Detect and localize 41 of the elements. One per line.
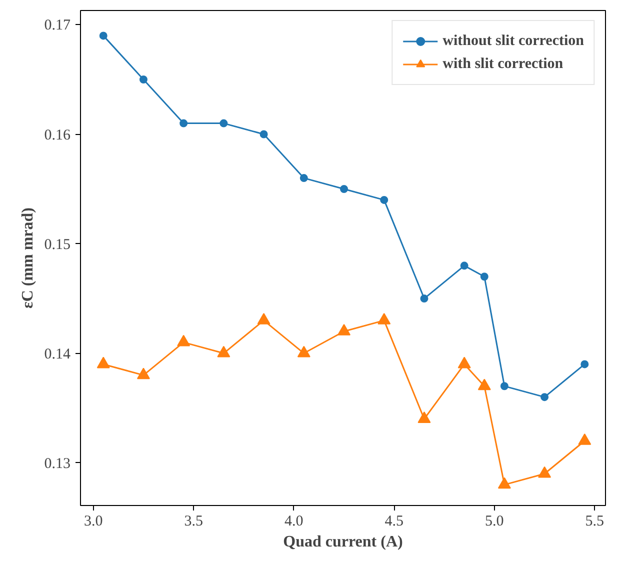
point [139, 76, 148, 84]
y-tick-label: 0.17 [44, 18, 71, 34]
point [378, 312, 391, 324]
point [380, 196, 388, 204]
point [257, 312, 270, 324]
point [478, 378, 491, 390]
point [580, 360, 589, 368]
point [338, 324, 351, 336]
y-tick-label: 0.15 [44, 236, 70, 253]
point [136, 368, 150, 380]
point [180, 119, 188, 128]
point [340, 185, 348, 193]
point [420, 294, 428, 303]
point [260, 130, 268, 138]
point [99, 32, 108, 40]
y-axis-title: εC (mm mrad) [19, 207, 36, 309]
x-tick-label: 4.5 [384, 514, 404, 530]
y-tick-label: 0.13 [44, 456, 70, 472]
x-tick-label: 5.5 [585, 514, 604, 530]
x-axis-title: Quad current (A) [283, 534, 403, 550]
point [538, 466, 552, 478]
x-tick-label: 4.0 [284, 514, 304, 530]
point [300, 174, 308, 182]
point [480, 272, 488, 281]
legend-label: with slit correction [442, 56, 564, 72]
point [498, 477, 511, 489]
x-tick-label: 5.0 [485, 514, 504, 530]
y-tick-label: 0.14 [44, 346, 71, 362]
point [458, 356, 471, 368]
x-tick-label: 3.5 [184, 514, 203, 530]
point [578, 433, 592, 445]
point [297, 346, 310, 358]
point [177, 334, 190, 346]
y-tick-label: 0.16 [44, 127, 71, 144]
point [418, 412, 431, 423]
point [220, 119, 228, 128]
point [217, 346, 230, 358]
point [460, 262, 468, 270]
legend-label: without slit correction [442, 32, 584, 50]
point [96, 356, 110, 368]
x-tick-label: 3.0 [84, 514, 103, 530]
